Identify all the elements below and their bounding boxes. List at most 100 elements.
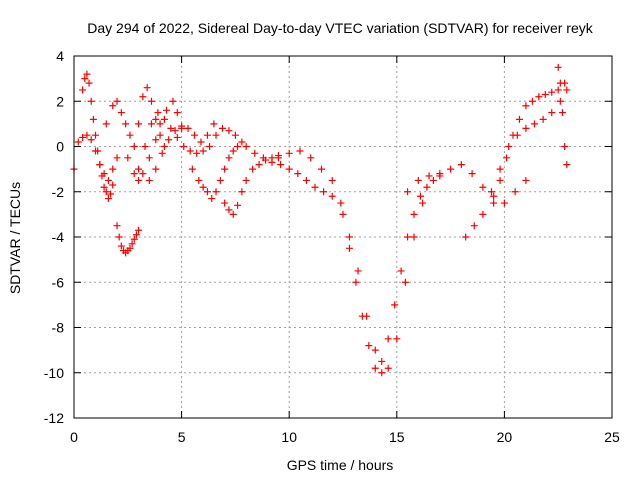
data-point [561, 143, 569, 150]
data-point [296, 147, 304, 155]
data-point [225, 206, 233, 214]
data-point [117, 109, 125, 117]
y-tick-label: -4 [52, 229, 65, 245]
data-point [249, 165, 257, 173]
data-point [191, 131, 199, 139]
data-point [81, 75, 89, 83]
data-point [496, 176, 504, 184]
series-arc-6 [135, 109, 239, 173]
series-arc-13 [404, 161, 530, 207]
data-point [87, 136, 95, 144]
data-layer [70, 63, 571, 377]
data-point [490, 199, 498, 207]
data-point [423, 183, 431, 191]
data-point [563, 86, 571, 94]
data-point [238, 138, 246, 146]
data-point [109, 181, 117, 189]
data-point [186, 147, 194, 155]
data-point [548, 88, 556, 96]
data-point [210, 120, 218, 128]
data-point [277, 161, 285, 169]
data-point [378, 357, 386, 365]
data-point [216, 176, 224, 184]
data-point [221, 165, 229, 173]
data-point [535, 93, 543, 101]
data-point [126, 131, 134, 139]
data-point [109, 165, 117, 173]
data-point [410, 233, 418, 241]
data-point [337, 199, 345, 207]
y-tick-label: -10 [44, 365, 64, 381]
x-tick-label: 10 [281, 429, 297, 445]
data-point [130, 143, 138, 150]
data-point [268, 158, 276, 166]
data-point [554, 63, 562, 71]
data-point [559, 109, 567, 117]
data-point [515, 115, 523, 123]
data-point [169, 97, 177, 105]
data-point [339, 210, 347, 218]
data-point [128, 240, 136, 248]
data-point [193, 149, 201, 157]
data-point [302, 176, 310, 184]
data-point [468, 170, 476, 178]
data-point [391, 301, 399, 309]
data-point [425, 172, 433, 180]
data-point [548, 109, 556, 117]
data-point [509, 131, 517, 139]
data-point [160, 143, 168, 150]
data-point [500, 199, 508, 207]
data-point [255, 161, 263, 169]
series-arc-10 [242, 143, 336, 200]
data-point [178, 122, 186, 130]
data-point [554, 86, 562, 94]
data-point [89, 115, 97, 123]
data-point [354, 267, 362, 275]
x-axis-label: GPS time / hours [287, 457, 394, 473]
data-point [152, 136, 160, 144]
data-point [479, 210, 487, 218]
data-point [274, 154, 282, 162]
series-arc-14 [462, 86, 571, 241]
data-point [541, 90, 549, 98]
data-point [556, 79, 564, 87]
data-point [104, 195, 112, 203]
data-point [378, 369, 386, 377]
data-point [384, 335, 392, 343]
data-point [135, 120, 143, 128]
y-tick-label: -2 [52, 184, 65, 200]
data-point [457, 161, 465, 169]
data-point [490, 192, 498, 200]
data-point [130, 235, 138, 243]
data-point [225, 154, 233, 162]
data-point [85, 79, 93, 87]
data-point [115, 233, 123, 241]
data-point [102, 120, 110, 128]
data-point [320, 188, 328, 196]
data-point [496, 165, 504, 173]
data-point [285, 149, 293, 157]
data-point [132, 231, 140, 239]
data-point [505, 143, 513, 150]
data-point [384, 364, 392, 372]
chart-title: Day 294 of 2022, Sidereal Day-to-day VTE… [87, 20, 593, 36]
series-arc-4 [113, 222, 143, 257]
data-point [197, 138, 205, 146]
data-point [238, 188, 246, 196]
data-point [397, 267, 405, 275]
data-point [143, 84, 151, 92]
data-point [328, 176, 336, 184]
series-arc-3 [102, 84, 168, 150]
data-point [104, 176, 112, 184]
series-arc-8 [188, 138, 246, 203]
data-point [436, 170, 444, 178]
data-point [522, 124, 530, 132]
data-point [365, 342, 373, 350]
data-point [231, 131, 239, 139]
y-tick-label: -12 [44, 410, 64, 426]
data-point [195, 176, 203, 184]
data-point [180, 143, 188, 150]
data-point [234, 201, 242, 209]
